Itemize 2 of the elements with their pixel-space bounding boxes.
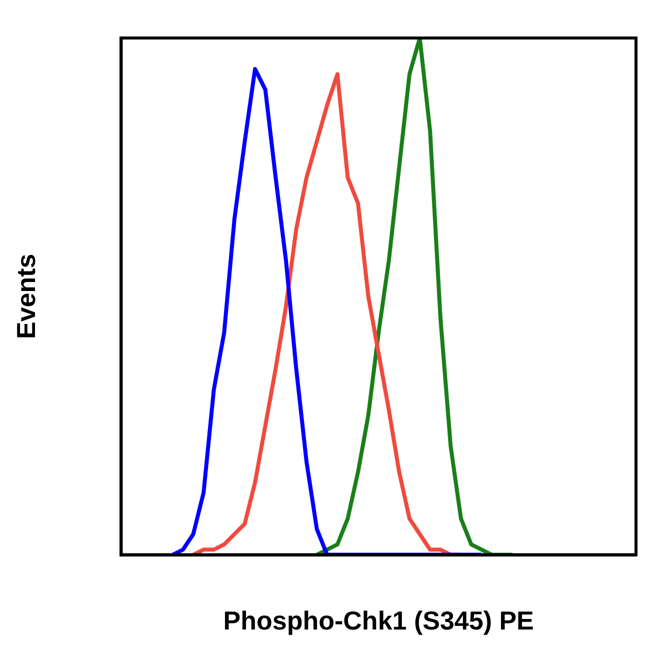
y-axis-title: Events xyxy=(10,254,41,340)
x-axis-title: Phospho-Chk1 (S345) PE xyxy=(223,606,534,636)
